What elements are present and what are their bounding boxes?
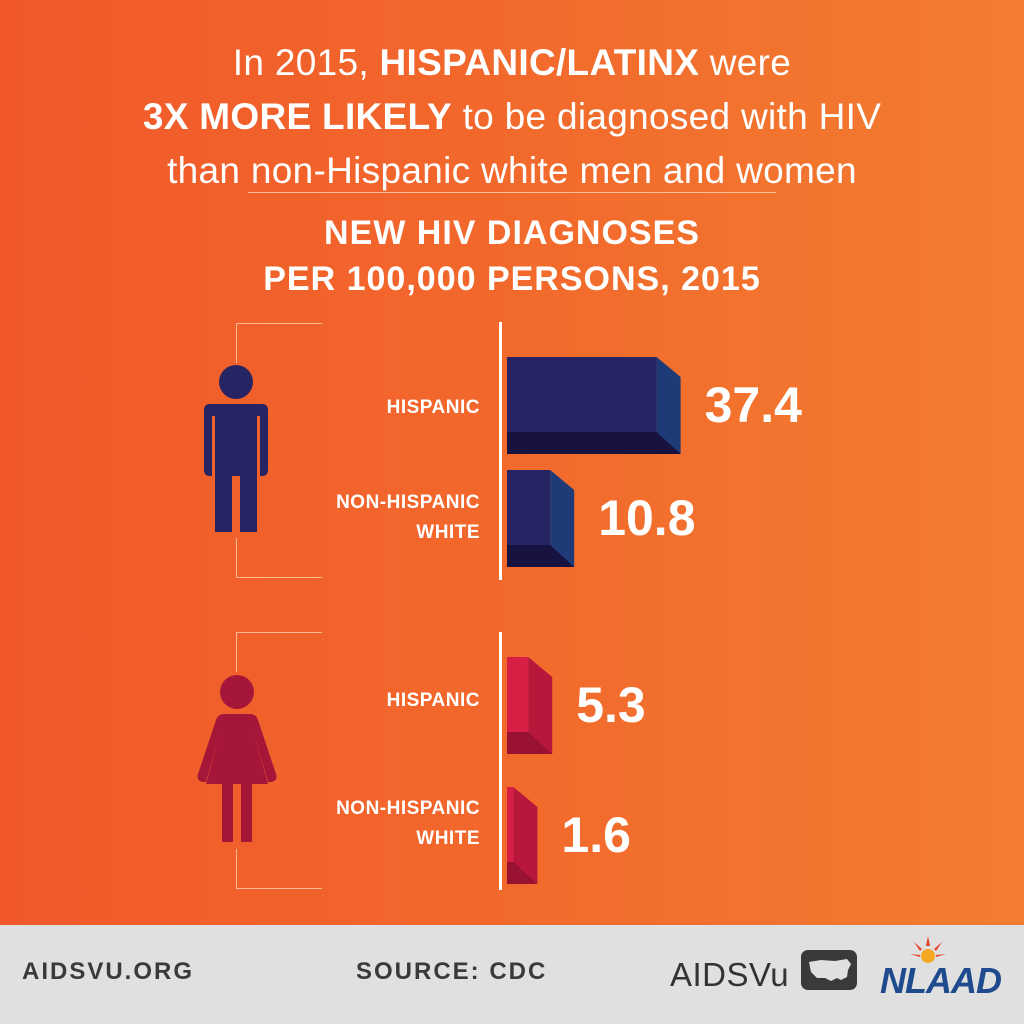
headline-text: were bbox=[699, 42, 792, 83]
bar-side bbox=[513, 787, 538, 884]
bar-women-hispanic bbox=[507, 657, 553, 754]
infographic-panel: In 2015, HISPANIC/LATINX were 3X MORE LI… bbox=[0, 0, 1024, 925]
bar-side bbox=[656, 357, 681, 454]
bar-bottom bbox=[507, 432, 681, 454]
bar-side bbox=[550, 470, 575, 567]
source-note: SOURCE: CDC bbox=[356, 958, 548, 985]
bar-chart bbox=[507, 357, 681, 884]
women-axis-line bbox=[499, 632, 502, 890]
value-label-women-nonhispanic-white: 1.6 bbox=[561, 806, 631, 863]
men-axis-line bbox=[499, 322, 502, 580]
nlaad-logo-text: NLAAD bbox=[880, 960, 1002, 1001]
headline-emphasis: 3X MORE LIKELY bbox=[142, 96, 453, 137]
category-label-women-nonhispanic-white: NON-HISPANIC WHITE bbox=[240, 794, 480, 854]
category-label-men-nonhispanic-white: NON-HISPANIC WHITE bbox=[240, 488, 480, 548]
bar-face bbox=[507, 787, 514, 884]
chart-title-line-1: NEW HIV DIAGNOSES bbox=[324, 214, 700, 252]
headline-line-3: than non-Hispanic white men and women bbox=[167, 150, 857, 191]
aidsvu-logo-text: AIDSVu bbox=[670, 956, 790, 993]
headline-emphasis: HISPANIC/LATINX bbox=[379, 42, 700, 83]
site-link[interactable]: AIDSVU.ORG bbox=[22, 958, 195, 985]
category-label-line: NON-HISPANIC bbox=[336, 492, 480, 513]
aidsvu-logo: AIDSVu bbox=[670, 950, 857, 994]
bar-bottom bbox=[507, 862, 538, 884]
headline-line-2: 3X MORE LIKELY to be diagnosed with HIV bbox=[0, 90, 1024, 144]
category-label-line: WHITE bbox=[416, 828, 480, 849]
headline-text: In 2015, bbox=[232, 42, 380, 83]
woman-icon bbox=[197, 675, 277, 842]
chart-subtitle: PER 100,000 PERSONS, 2015 bbox=[263, 260, 761, 298]
headline-line-1: In 2015, HISPANIC/LATINX were bbox=[0, 36, 1024, 90]
headline-text: to be diagnosed with HIV bbox=[452, 96, 882, 137]
sun-icon bbox=[910, 936, 946, 963]
value-label-women-hispanic: 5.3 bbox=[576, 676, 646, 733]
bar-bottom bbox=[507, 732, 553, 754]
category-label-line: WHITE bbox=[416, 522, 480, 543]
bar-bottom bbox=[507, 545, 575, 567]
bar-side bbox=[528, 657, 553, 754]
man-icon bbox=[204, 365, 268, 532]
chart-title: NEW HIV DIAGNOSES PER 100,000 PERSONS, 2… bbox=[0, 210, 1024, 302]
value-label-men-nonhispanic-white: 10.8 bbox=[598, 489, 696, 546]
men-bracket-top bbox=[236, 323, 322, 363]
bar-face bbox=[507, 657, 529, 754]
women-bracket-bottom bbox=[236, 849, 322, 889]
headline: In 2015, HISPANIC/LATINX were 3X MORE LI… bbox=[0, 36, 1024, 198]
bar-men-nonhispanic-white bbox=[507, 470, 575, 567]
men-bracket-bottom bbox=[236, 538, 322, 578]
divider bbox=[248, 192, 776, 193]
us-map-icon bbox=[800, 950, 857, 990]
bar-women-nonhispanic-white bbox=[507, 787, 538, 884]
category-label-line: NON-HISPANIC bbox=[336, 798, 480, 819]
bar-men-hispanic bbox=[507, 357, 681, 454]
category-label-women-hispanic: HISPANIC bbox=[386, 690, 480, 711]
women-bracket-top bbox=[236, 632, 322, 672]
nlaad-logo: NLAAD bbox=[880, 936, 1002, 1002]
value-label-men-hispanic: 37.4 bbox=[704, 376, 802, 433]
category-label-men-hispanic: HISPANIC bbox=[386, 397, 480, 418]
